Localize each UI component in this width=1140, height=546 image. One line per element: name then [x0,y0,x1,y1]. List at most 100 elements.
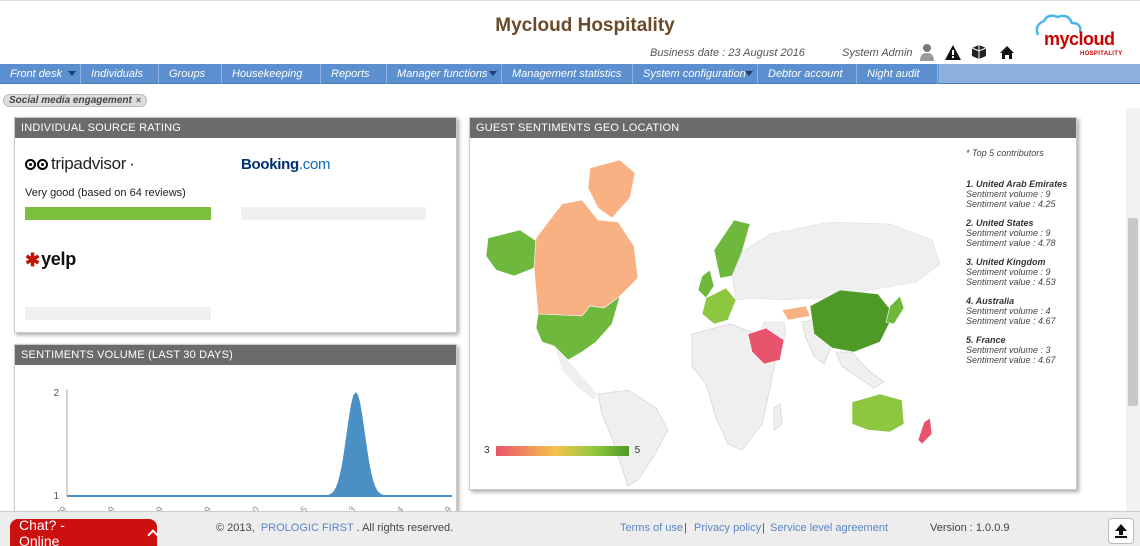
nav-reports[interactable]: Reports [321,64,387,84]
privacy-link[interactable]: Privacy policy [694,522,762,534]
x-tick-label: -0 [248,504,261,511]
chat-label: Chat? - Online [19,517,65,546]
geo-location-panel: GUEST SENTIMENTS GEO LOCATION [469,117,1077,490]
business-date: Business date : 23 August 2016 [650,47,805,59]
nav-manager-functions[interactable]: Manager functions [387,64,502,84]
x-tick-label: -9 [441,504,454,511]
area-series [67,392,452,497]
contributor-value: Sentiment value : 4.78 [966,238,1056,248]
map-country [553,345,599,401]
nav-groups[interactable]: Groups [159,64,222,84]
yelp-logo: ✱ yelp [25,249,76,270]
close-icon[interactable]: × [135,95,142,105]
tripadvisor-rating-bar [25,207,211,220]
scale-gradient [495,445,629,456]
y-tick-label: 2 [53,388,59,399]
contributor-value: Sentiment value : 4.25 [966,199,1056,209]
logo-text: mycloud [1044,29,1115,49]
x-tick-label: -4 [393,504,406,511]
booking-rating-bar [241,207,426,220]
chevron-down-icon [745,71,753,76]
contributor-item: 3. United Kingdom Sentiment volume : 9 S… [966,257,1074,287]
main-nav: Front desk Individuals Groups Housekeepi… [0,64,1140,84]
tripadvisor-rating-text: Very good (based on 64 reviews) [25,187,186,199]
chevron-up-icon [147,529,159,541]
contributor-name: 5. France [966,335,1006,345]
contributor-name: 3. United Kingdom [966,257,1046,267]
contributor-item: 5. France Sentiment volume : 3 Sentiment… [966,335,1074,365]
contributor-item: 4. Australia Sentiment volume : 4 Sentim… [966,296,1074,326]
nav-individuals[interactable]: Individuals [81,64,159,84]
volume-chart: 2 1 -29 -9 -9 -9 -0 -5 -3 -4 -9 [52,388,454,511]
x-tick-label: -3 [344,504,357,511]
x-tick-label: -9 [104,504,117,511]
scrollbar-thumb[interactable] [1128,218,1138,406]
yelp-name: yelp [41,249,76,269]
nav-label: Night audit [867,68,920,80]
panel-title: INDIVIDUAL SOURCE RATING [15,118,456,138]
map-country [697,269,715,299]
chevron-down-icon [68,71,76,76]
copyright-prefix: © 2013, [216,522,255,534]
map-country [773,403,783,431]
map-country [485,229,539,277]
scale-min: 3 [484,445,490,456]
sla-link[interactable]: Service level agreement [770,522,889,534]
contributor-volume: Sentiment volume : 9 [966,267,1051,277]
nav-filler [938,64,1140,83]
nav-front-desk[interactable]: Front desk [0,64,81,84]
home-icon[interactable] [998,43,1016,61]
user-name: System Admin [842,47,913,59]
alert-icon[interactable] [944,43,962,61]
nav-label: System configuration [643,68,746,80]
nav-label: Management statistics [512,68,622,80]
x-tick-label: -9 [152,504,165,511]
nav-system-configuration[interactable]: System configuration [633,64,758,84]
copyright-suffix: . All rights reserved. [356,522,454,534]
legend-note: * Top 5 contributors [966,148,1044,158]
nav-housekeeping[interactable]: Housekeeping [222,64,321,84]
map-country [533,199,639,317]
footer: Chat? - Online © 2013, PROLOGIC FIRST . … [0,511,1140,546]
contributor-value: Sentiment value : 4.53 [966,277,1056,287]
contributor-name: 1. United Arab Emirates [966,179,1068,189]
nav-label: Reports [331,68,370,80]
contributor-value: Sentiment value : 4.67 [966,355,1056,365]
page-title: Mycloud Hospitality [495,15,675,36]
contributor-item: 2. United States Sentiment volume : 9 Se… [966,218,1074,248]
map-country [731,221,941,301]
yelp-burst-icon: ✱ [25,249,41,270]
nav-label: Front desk [10,68,62,80]
map-country [851,393,905,433]
nav-night-audit[interactable]: Night audit [857,64,938,84]
separator: | [684,522,687,534]
separator: | [762,522,765,534]
nav-debtor-account[interactable]: Debtor account [758,64,857,84]
x-tick-label: -9 [200,504,213,511]
tab-social-media-engagement[interactable]: Social media engagement × [3,94,148,107]
tab-strip: Social media engagement × [0,92,1140,108]
version-label: Version : 1.0.0.9 [930,522,1010,534]
chat-button[interactable]: Chat? - Online [10,517,159,546]
vertical-scrollbar[interactable] [1126,108,1140,511]
contributor-volume: Sentiment volume : 3 [966,345,1051,355]
sentiment-scale: 3 5 [484,445,640,456]
booking-name: Booking [241,156,299,173]
upload-icon[interactable] [1108,518,1134,544]
logo-subtitle: HOSPITALITY [1080,51,1123,57]
panel-title: SENTIMENTS VOLUME (LAST 30 DAYS) [15,345,456,365]
dashboard-area: INDIVIDUAL SOURCE RATING tripadvisor · Ve… [0,108,1140,511]
company-link[interactable]: PROLOGIC FIRST [260,522,354,534]
package-icon[interactable] [970,43,988,61]
chevron-down-icon [489,71,497,76]
source-rating-panel: INDIVIDUAL SOURCE RATING tripadvisor · Ve… [14,117,457,333]
contributor-volume: Sentiment volume : 9 [966,228,1051,238]
panel-title: GUEST SENTIMENTS GEO LOCATION [470,118,1076,138]
terms-link[interactable]: Terms of use [620,522,683,534]
map-country [809,289,895,353]
user-icon[interactable] [918,43,936,61]
world-map [485,159,941,487]
nav-management-statistics[interactable]: Management statistics [502,64,633,84]
map-country [747,327,785,365]
rating-bar-fill [25,207,211,220]
